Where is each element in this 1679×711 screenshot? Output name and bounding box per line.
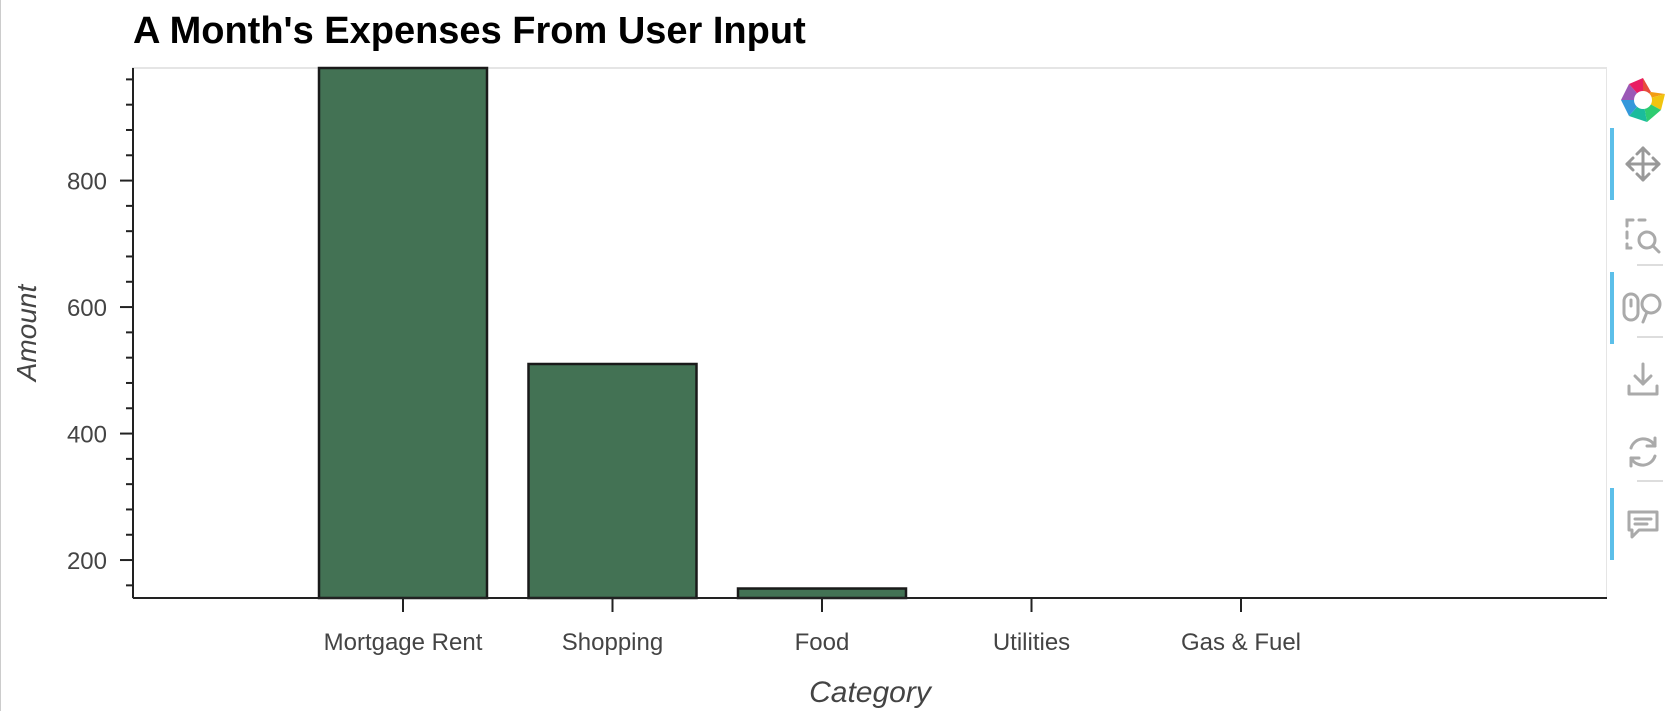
y-axis-label: Amount [11, 284, 42, 384]
bars-group [317, 66, 908, 600]
box-zoom-tool-button[interactable] [1607, 200, 1679, 272]
chart-title: A Month's Expenses From User Input [133, 10, 806, 52]
x-tick-label: Mortgage Rent [324, 629, 483, 656]
pan-tool-button[interactable] [1607, 128, 1679, 200]
hover-icon [1627, 510, 1659, 539]
y-tick-label: 800 [67, 169, 107, 196]
y-tick-label: 600 [67, 295, 107, 322]
hover-tool-button[interactable] [1607, 488, 1679, 560]
wheel-zoom-icon [1622, 292, 1662, 324]
x-axis: Mortgage Rent Shopping Food Utilities Gas & … [133, 597, 1607, 656]
reset-icon [1629, 436, 1657, 468]
bar-chart: 200 400 600 800 Mortgage Rent Shopping Food Ut… [11, 66, 1607, 709]
save-tool-button[interactable] [1607, 344, 1679, 416]
bar-mortgage-rent [317, 66, 489, 600]
x-tick-label: Food [795, 629, 850, 656]
reset-tool-button[interactable] [1607, 416, 1679, 488]
bar-shopping [527, 362, 698, 600]
page-border [0, 0, 1, 711]
y-tick-label: 400 [67, 422, 107, 449]
plot-toolbar [1607, 64, 1679, 584]
wheel-zoom-tool-button[interactable] [1607, 272, 1679, 344]
y-tick-label: 200 [67, 548, 107, 575]
pan-icon [1625, 146, 1661, 182]
bar-food [736, 587, 908, 600]
y-axis: 200 400 600 800 [67, 68, 134, 598]
x-tick-label: Shopping [562, 629, 663, 656]
x-tick-label: Gas & Fuel [1181, 629, 1301, 656]
save-icon [1627, 362, 1659, 396]
x-axis-label: Category [809, 676, 933, 709]
bokeh-logo-icon[interactable] [1607, 64, 1679, 136]
box-zoom-icon [1625, 218, 1661, 254]
x-tick-label: Utilities [993, 629, 1070, 656]
